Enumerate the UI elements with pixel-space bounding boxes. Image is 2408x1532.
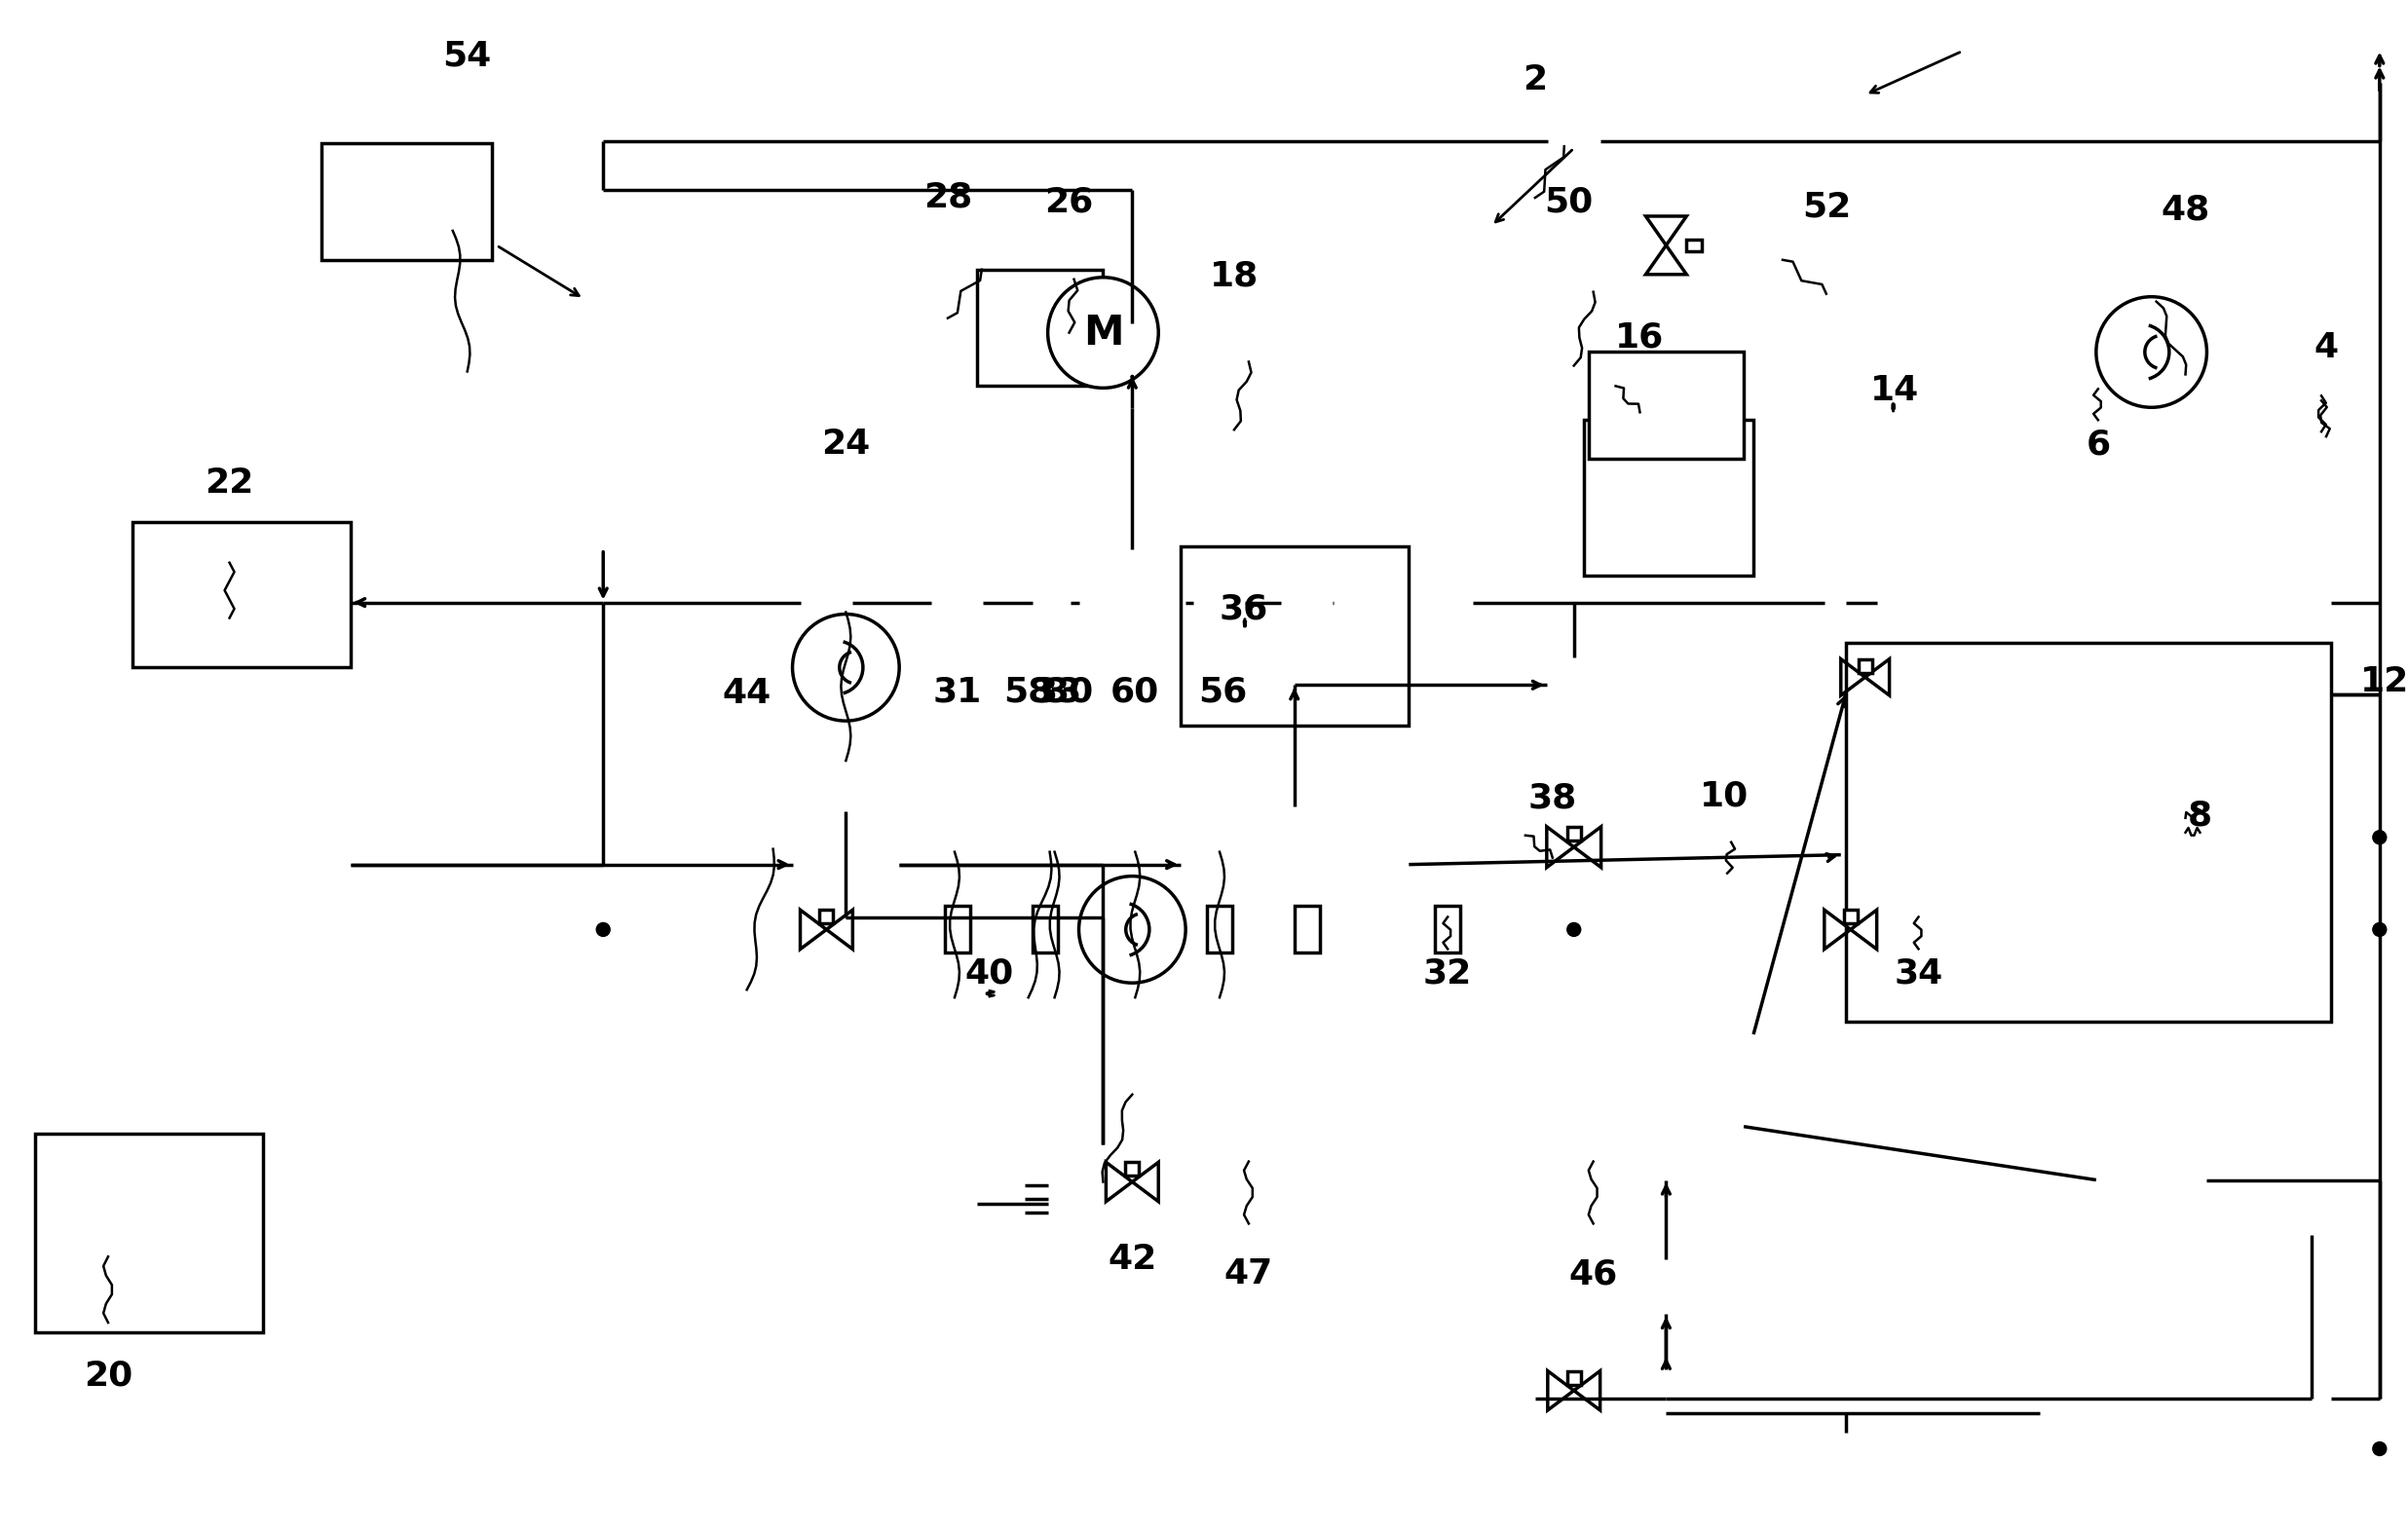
Bar bbox=[1033, 907, 1057, 953]
Bar bbox=[819, 910, 833, 924]
Circle shape bbox=[792, 614, 898, 722]
Text: 2: 2 bbox=[1522, 64, 1548, 97]
Text: 4: 4 bbox=[2314, 331, 2338, 363]
Text: 12: 12 bbox=[2360, 665, 2408, 699]
Text: 60: 60 bbox=[1110, 676, 1161, 708]
Circle shape bbox=[2095, 297, 2206, 408]
Bar bbox=[1859, 659, 1871, 673]
Bar bbox=[132, 522, 352, 668]
Bar bbox=[323, 144, 491, 260]
Circle shape bbox=[2372, 830, 2386, 844]
Text: 44: 44 bbox=[722, 677, 771, 711]
Bar bbox=[1568, 1371, 1580, 1385]
Text: 46: 46 bbox=[1570, 1258, 1618, 1290]
Bar bbox=[1845, 643, 2331, 1022]
Text: 18: 18 bbox=[1209, 260, 1259, 293]
Bar bbox=[1435, 907, 1459, 953]
Text: 34: 34 bbox=[1895, 956, 1943, 990]
Text: 58: 58 bbox=[1004, 676, 1052, 708]
Text: 38: 38 bbox=[1529, 781, 1577, 815]
Text: 6: 6 bbox=[2085, 427, 2109, 461]
Bar bbox=[1206, 907, 1233, 953]
Text: 33: 33 bbox=[1033, 676, 1081, 708]
Text: 48: 48 bbox=[2160, 193, 2211, 225]
Bar bbox=[1180, 547, 1409, 726]
Text: 47: 47 bbox=[1223, 1258, 1274, 1290]
Bar bbox=[1296, 907, 1320, 953]
Bar bbox=[1589, 352, 1743, 458]
Text: 42: 42 bbox=[1108, 1242, 1156, 1276]
Bar bbox=[944, 907, 970, 953]
Text: 31: 31 bbox=[932, 676, 982, 708]
Text: 26: 26 bbox=[1045, 185, 1093, 218]
Text: 14: 14 bbox=[1869, 374, 1919, 408]
Circle shape bbox=[2372, 922, 2386, 936]
Bar bbox=[1125, 1163, 1139, 1175]
Circle shape bbox=[597, 922, 609, 936]
Text: 20: 20 bbox=[84, 1359, 132, 1393]
Text: 32: 32 bbox=[1423, 956, 1471, 990]
Bar bbox=[978, 270, 1103, 386]
Text: 22: 22 bbox=[205, 467, 253, 499]
Bar bbox=[1686, 239, 1702, 251]
Text: 54: 54 bbox=[443, 40, 491, 72]
Circle shape bbox=[1047, 277, 1158, 388]
Text: 30: 30 bbox=[1045, 676, 1093, 708]
Circle shape bbox=[2372, 1442, 2386, 1455]
Text: 50: 50 bbox=[1544, 185, 1594, 218]
Bar bbox=[1568, 827, 1580, 840]
Text: 8: 8 bbox=[2189, 800, 2213, 832]
Bar bbox=[36, 1134, 262, 1333]
Text: M: M bbox=[1084, 313, 1122, 352]
Text: 10: 10 bbox=[1700, 780, 1748, 813]
Circle shape bbox=[1079, 876, 1185, 984]
Text: 24: 24 bbox=[821, 427, 869, 461]
Text: 16: 16 bbox=[1616, 320, 1664, 354]
Bar bbox=[1584, 420, 1753, 576]
Text: 28: 28 bbox=[922, 181, 973, 213]
Bar bbox=[1845, 910, 1857, 924]
Text: 52: 52 bbox=[1801, 190, 1852, 224]
Text: 40: 40 bbox=[966, 956, 1014, 990]
Text: 36: 36 bbox=[1218, 593, 1269, 625]
Text: 56: 56 bbox=[1199, 676, 1247, 708]
Circle shape bbox=[1568, 922, 1580, 936]
